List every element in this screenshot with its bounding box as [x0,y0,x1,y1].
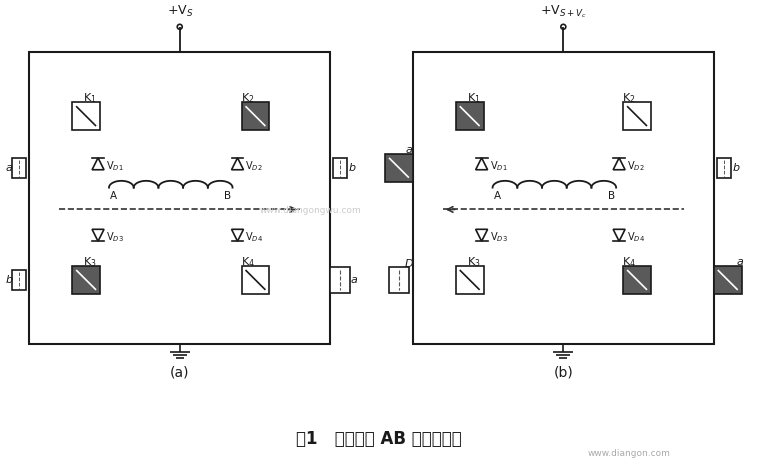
Bar [389,267,409,293]
Text: V$_{D4}$: V$_{D4}$ [246,230,264,244]
Text: K$_1$: K$_1$ [467,91,481,105]
Text: K$_3$: K$_3$ [467,255,481,269]
Polygon shape [475,158,487,170]
Text: B: B [224,190,231,201]
Text: +V$_{S+V_c}$: +V$_{S+V_c}$ [540,4,587,20]
Text: www.diangongwu.com: www.diangongwu.com [259,206,361,215]
Bar [12,270,27,290]
Bar [623,266,651,294]
Text: V$_{D1}$: V$_{D1}$ [490,159,507,173]
Polygon shape [613,229,625,241]
Text: a: a [351,275,358,285]
Bar [717,158,731,177]
Text: K$_4$: K$_4$ [240,255,255,269]
Text: b: b [6,275,13,285]
Text: a: a [406,145,412,155]
Text: a: a [6,163,13,173]
Text: V$_{D1}$: V$_{D1}$ [106,159,124,173]
Text: www.diangon.com: www.diangon.com [587,449,671,458]
Text: D: D [405,259,413,269]
Text: b: b [349,163,356,173]
Bar [456,266,484,294]
Text: K$_2$: K$_2$ [241,91,254,105]
Polygon shape [475,229,487,241]
Text: (b): (b) [553,365,573,379]
Text: V$_{D2}$: V$_{D2}$ [627,159,644,173]
Bar [242,266,269,294]
Polygon shape [231,229,243,241]
Bar [72,102,100,130]
Polygon shape [92,229,104,241]
Text: V$_{D4}$: V$_{D4}$ [627,230,645,244]
Bar [413,52,714,344]
Text: K$_3$: K$_3$ [83,255,97,269]
Bar [714,266,741,294]
Text: +V$_S$: +V$_S$ [167,4,193,19]
Text: V$_{D2}$: V$_{D2}$ [246,159,263,173]
Bar [72,266,100,294]
Bar [30,52,330,344]
Text: A: A [111,190,117,201]
Bar [12,158,27,177]
Bar [456,102,484,130]
Polygon shape [613,158,625,170]
Text: K$_1$: K$_1$ [83,91,97,105]
Bar [334,158,347,177]
Bar [242,102,269,130]
Text: 图1   电机绕组 AB 的电流方向: 图1 电机绕组 AB 的电流方向 [296,430,462,448]
Bar [330,267,350,293]
Text: b: b [732,163,739,173]
Text: V$_{D3}$: V$_{D3}$ [106,230,124,244]
Text: A: A [494,190,501,201]
Text: a: a [736,257,743,267]
Text: K$_2$: K$_2$ [622,91,636,105]
Bar [623,102,651,130]
Bar [385,154,413,182]
Text: B: B [608,190,615,201]
Text: K$_4$: K$_4$ [622,255,636,269]
Text: V$_{D3}$: V$_{D3}$ [490,230,507,244]
Text: (a): (a) [170,365,190,379]
Polygon shape [231,158,243,170]
Polygon shape [92,158,104,170]
